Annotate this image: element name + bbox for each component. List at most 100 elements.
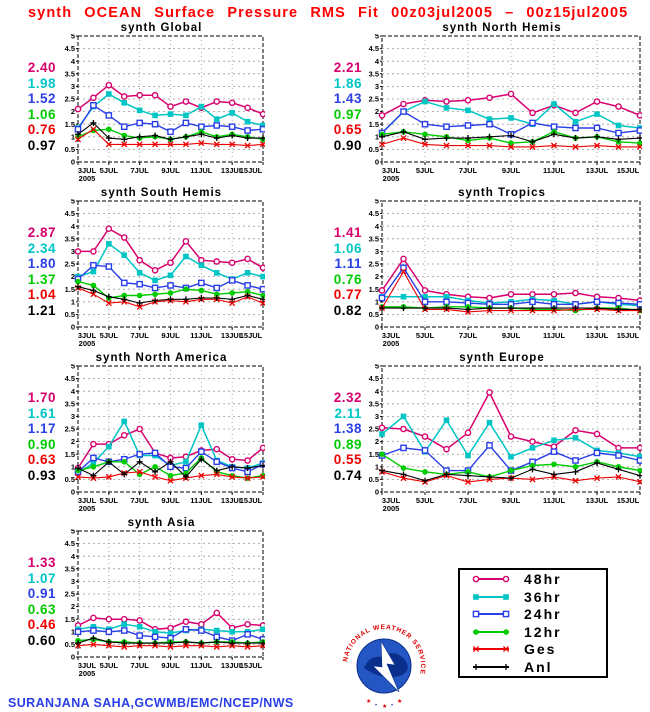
svg-text:2: 2 [375, 107, 379, 116]
svg-text:0.5: 0.5 [65, 475, 75, 484]
svg-text:2.5: 2.5 [369, 260, 379, 269]
svg-text:1.5: 1.5 [369, 120, 379, 129]
legend-sample-12hr [473, 628, 509, 635]
svg-text:13JUL: 13JUL [221, 496, 244, 505]
svg-text:0: 0 [71, 323, 75, 332]
legend-sample-ges [472, 646, 510, 653]
plot-north-hemis: 0 0.5 1 1.5 2 2.5 3 3.5 4 4.5 5 3JUL 5JUL 7JUL 9JUL 11J… [369, 34, 642, 183]
plot-asia: 0 0.5 1 1.5 2 2.5 3 3.5 4 4.5 5 3JUL 5JUL 7JUL 9JUL 11J… [65, 529, 265, 678]
mean-36hr: 2.34 [27, 240, 56, 256]
svg-text:11JUL: 11JUL [543, 496, 566, 505]
svg-text:3: 3 [375, 82, 379, 91]
svg-text:0: 0 [375, 158, 379, 167]
svg-text:3JUL: 3JUL [78, 496, 97, 505]
svg-text:2.5: 2.5 [65, 260, 75, 269]
mean-values-global: 2.40 1.98 1.52 1.06 0.76 0.97 [10, 60, 56, 153]
svg-text:11JUL: 11JUL [543, 331, 566, 340]
legend-item-48hr: 48hr [468, 571, 606, 587]
svg-text:4: 4 [71, 222, 76, 231]
mean-48hr: 1.70 [27, 390, 56, 405]
svg-text:9JUL: 9JUL [502, 496, 521, 505]
svg-text:0: 0 [71, 653, 75, 662]
svg-text:1: 1 [71, 132, 75, 141]
mean-values-north-america: 1.70 1.61 1.17 0.90 0.63 0.93 [10, 390, 56, 483]
mean-12hr: 0.63 [27, 601, 56, 617]
svg-text:4.5: 4.5 [65, 539, 75, 548]
mean-anl: 0.74 [333, 467, 362, 483]
mean-12hr: 0.90 [27, 436, 56, 452]
legend-label-anl: Anl [524, 658, 553, 675]
mean-24hr: 1.38 [333, 421, 362, 436]
svg-text:5: 5 [375, 199, 379, 206]
panel-south-hemis: synth South Hemis 2.87 2.34 1.80 1.37 1.… [2, 187, 338, 352]
mean-ges: 0.63 [27, 452, 56, 467]
mean-anl: 0.82 [333, 302, 362, 318]
svg-text:3JUL: 3JUL [78, 661, 97, 670]
svg-text:2.5: 2.5 [369, 95, 379, 104]
panel-title-asia: synth Asia [127, 517, 196, 529]
svg-text:4.5: 4.5 [369, 44, 379, 53]
mean-12hr: 0.97 [333, 106, 362, 122]
svg-text:3JUL: 3JUL [382, 166, 401, 175]
svg-text:4: 4 [71, 387, 76, 396]
svg-text:9JUL: 9JUL [161, 331, 180, 340]
svg-text:13JUL: 13JUL [586, 331, 609, 340]
svg-text:15JUL: 15JUL [240, 661, 263, 670]
svg-text:9JUL: 9JUL [502, 331, 521, 340]
mean-anl: 0.93 [27, 467, 56, 483]
svg-text:3.5: 3.5 [65, 69, 75, 78]
panel-title-north-america: synth North America [95, 352, 228, 364]
svg-text:0: 0 [71, 488, 75, 497]
mean-24hr: 0.91 [27, 586, 56, 601]
legend-label-12hr: 12hr [524, 623, 562, 640]
credit-text: SURANJANA SAHA,GCWMB/EMC/NCEP/NWS [8, 696, 294, 710]
panel-title-global: synth Global [120, 22, 203, 34]
svg-text:2.5: 2.5 [65, 425, 75, 434]
panel-title-tropics: synth Tropics [458, 187, 546, 199]
svg-text:3.5: 3.5 [65, 564, 75, 573]
legend-label-48hr: 48hr [524, 571, 562, 588]
panel-title-europe: synth Europe [459, 352, 545, 364]
svg-text:2: 2 [375, 272, 379, 281]
svg-text:3.5: 3.5 [65, 234, 75, 243]
svg-text:4: 4 [375, 222, 380, 231]
svg-text:1: 1 [71, 627, 75, 636]
legend-sample-anl [473, 663, 509, 670]
mean-48hr: 2.32 [333, 390, 362, 405]
mean-24hr: 1.43 [333, 91, 362, 106]
legend: 48hr 36hr 24hr 12hr Ges Anl [458, 568, 608, 678]
svg-text:2: 2 [71, 272, 75, 281]
panel-north-hemis: synth North Hemis 2.21 1.86 1.43 0.97 0.… [322, 22, 650, 187]
svg-text:2005: 2005 [79, 504, 96, 513]
svg-text:13JUL: 13JUL [586, 166, 609, 175]
svg-text:15JUL: 15JUL [240, 496, 263, 505]
page-title: synth OCEAN Surface Pressure RMS Fit 00z… [28, 5, 629, 21]
mean-12hr: 0.76 [333, 271, 362, 287]
svg-text:2005: 2005 [79, 669, 96, 678]
svg-text:11JUL: 11JUL [190, 331, 213, 340]
svg-text:4.5: 4.5 [65, 44, 75, 53]
svg-text:15JUL: 15JUL [240, 331, 263, 340]
svg-text:5JUL: 5JUL [100, 166, 119, 175]
plot-tropics: 0 0.5 1 1.5 2 2.5 3 3.5 4 4.5 5 3JUL 5JUL 7JUL 9JUL 11J… [369, 199, 642, 348]
logo-star-left: ★ [366, 698, 371, 705]
svg-text:2005: 2005 [79, 339, 96, 348]
panel-north-america: synth North America 1.70 1.61 1.17 0.90 … [2, 352, 338, 517]
svg-text:5JUL: 5JUL [416, 331, 435, 340]
svg-text:3: 3 [71, 82, 75, 91]
svg-text:7JUL: 7JUL [459, 331, 478, 340]
mean-12hr: 0.89 [333, 436, 362, 452]
svg-text:3: 3 [71, 577, 75, 586]
svg-text:0: 0 [71, 158, 75, 167]
svg-text:0.5: 0.5 [369, 475, 379, 484]
svg-text:0: 0 [375, 488, 379, 497]
svg-text:2.5: 2.5 [65, 95, 75, 104]
plot-europe: 0 0.5 1 1.5 2 2.5 3 3.5 4 4.5 5 3JUL 5JUL 7JUL 9JUL 11J… [369, 364, 642, 513]
mean-36hr: 1.86 [333, 75, 362, 91]
svg-text:1.5: 1.5 [369, 450, 379, 459]
plot-north-america: 0 0.5 1 1.5 2 2.5 3 3.5 4 4.5 5 3JUL 5JUL 7JUL 9JUL 11J… [65, 364, 265, 513]
logo-star-right: ★ [397, 698, 402, 705]
svg-text:3.5: 3.5 [369, 399, 379, 408]
svg-text:13JUL: 13JUL [586, 496, 609, 505]
mean-36hr: 2.11 [334, 405, 362, 421]
